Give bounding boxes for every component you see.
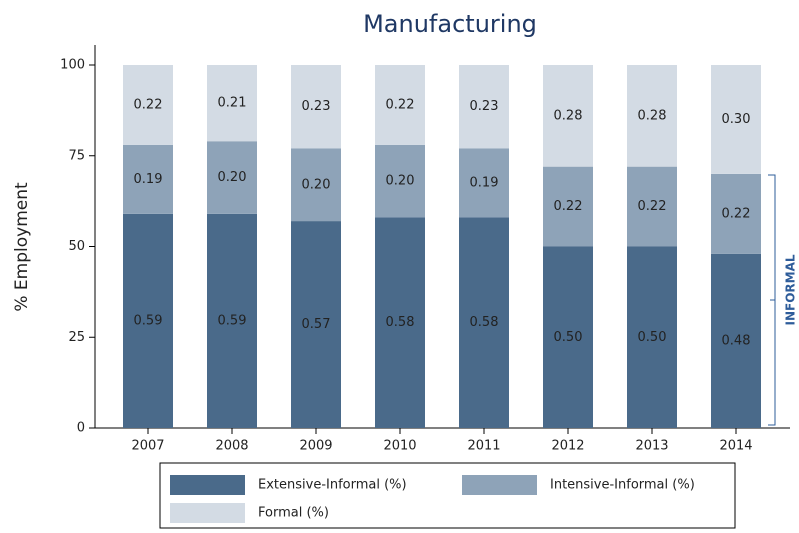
legend-label: Formal (%) [258, 506, 329, 521]
value-label: 0.22 [134, 97, 163, 112]
value-label: 0.20 [218, 170, 247, 185]
legend-label: Intensive-Informal (%) [550, 478, 695, 493]
bar-segment [543, 166, 593, 247]
annotation: INFORMAL [784, 254, 798, 325]
bar-segment [459, 148, 509, 218]
value-label: 0.59 [134, 313, 163, 328]
x-tick-label: 2014 [719, 439, 752, 454]
value-label: 0.58 [386, 315, 415, 330]
value-label: 0.22 [554, 199, 583, 214]
value-label: 0.58 [470, 315, 499, 330]
bar-segment [375, 65, 425, 145]
bar-segment [291, 148, 341, 222]
value-label: 0.20 [386, 174, 415, 189]
bar-segment [291, 65, 341, 149]
legend [159, 462, 736, 529]
value-label: 0.19 [134, 172, 163, 187]
informal-bracket [768, 174, 776, 426]
bar-segment [627, 166, 677, 247]
bar-segment [375, 217, 425, 428]
bar-segment [123, 144, 173, 214]
bar-segment [711, 253, 761, 428]
x-tick-label: 2007 [131, 439, 164, 454]
bar-segment [627, 65, 677, 167]
bar-segment [711, 65, 761, 174]
x-tick-label: 2008 [215, 439, 248, 454]
legend-swatch [170, 503, 245, 523]
value-label: 0.23 [470, 99, 499, 114]
chart-title: Manufacturing [363, 10, 537, 38]
bar-segment [375, 144, 425, 218]
bar-segment [543, 65, 593, 167]
value-label: 0.28 [554, 108, 583, 123]
x-tick-label: 2012 [551, 439, 584, 454]
value-label: 0.20 [302, 177, 331, 192]
value-label: 0.28 [638, 108, 667, 123]
bar-segment [207, 141, 257, 214]
legend-label: Extensive-Informal (%) [258, 478, 407, 493]
value-label: 0.50 [638, 330, 667, 345]
value-label: 0.22 [638, 199, 667, 214]
legend-swatch [170, 475, 245, 495]
y-tick-label: 0 [77, 421, 85, 436]
bar-segment [459, 65, 509, 149]
legend-swatch [462, 475, 537, 495]
x-tick-label: 2010 [383, 439, 416, 454]
value-label: 0.23 [302, 99, 331, 114]
bar-segment [711, 173, 761, 254]
y-tick-label: 25 [68, 330, 85, 345]
x-tick-label: 2013 [635, 439, 668, 454]
bar-segment [207, 213, 257, 428]
y-tick-label: 100 [60, 58, 85, 73]
bar-segment [123, 213, 173, 428]
y-tick-label: 75 [68, 148, 85, 163]
value-label: 0.57 [302, 317, 331, 332]
x-tick-label: 2011 [467, 439, 500, 454]
y-tick-label: 50 [68, 239, 85, 254]
y-axis-label: % Employment [12, 182, 32, 312]
value-label: 0.30 [722, 112, 751, 127]
value-label: 0.21 [218, 96, 247, 111]
value-label: 0.59 [218, 313, 247, 328]
value-label: 0.50 [554, 330, 583, 345]
value-label: 0.48 [722, 333, 751, 348]
bar-segment [291, 221, 341, 428]
value-label: 0.22 [386, 97, 415, 112]
bar-segment [627, 246, 677, 428]
bar-segment [207, 65, 257, 142]
bar-segment [543, 246, 593, 428]
x-tick-label: 2009 [299, 439, 332, 454]
bar-segment [123, 65, 173, 145]
value-label: 0.19 [470, 175, 499, 190]
value-label: 0.22 [722, 206, 751, 221]
bar-segment [459, 217, 509, 428]
